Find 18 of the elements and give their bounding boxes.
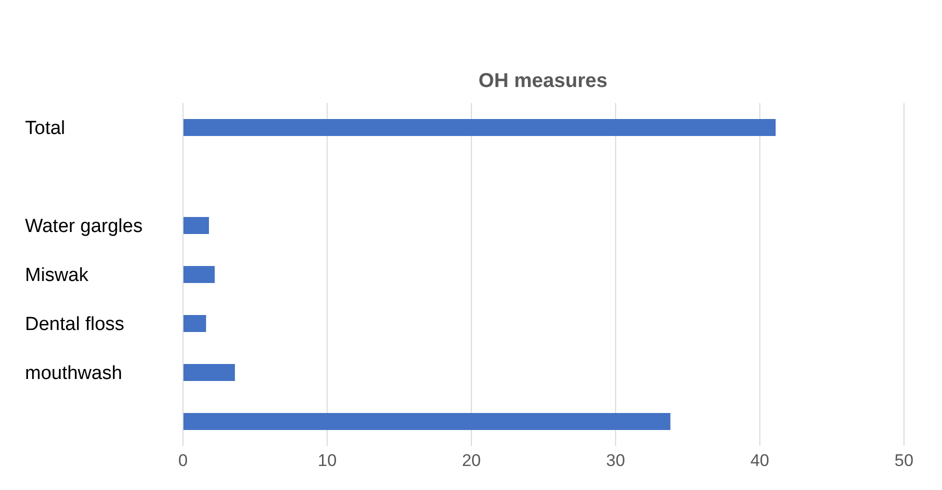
y-tick-label: Total xyxy=(25,118,66,140)
chart-title: OH measures xyxy=(478,70,608,93)
bar xyxy=(183,315,206,332)
x-tick-label: 40 xyxy=(750,451,770,470)
x-tick-label: 20 xyxy=(462,451,481,470)
y-tick-label: Water gargles xyxy=(25,216,143,238)
bar xyxy=(183,413,670,430)
x-tick-label: 0 xyxy=(178,451,188,470)
bar xyxy=(183,364,235,381)
y-tick-label: mouthwash xyxy=(25,363,122,384)
x-tick-label: 10 xyxy=(318,451,337,470)
bar xyxy=(183,217,209,234)
bar xyxy=(183,266,215,283)
y-tick-label: Miswak xyxy=(25,265,89,286)
y-tick-label: Dental floss xyxy=(25,314,124,336)
bar xyxy=(183,119,776,136)
x-tick-label: 50 xyxy=(894,451,914,470)
x-tick-label: 30 xyxy=(606,451,626,470)
